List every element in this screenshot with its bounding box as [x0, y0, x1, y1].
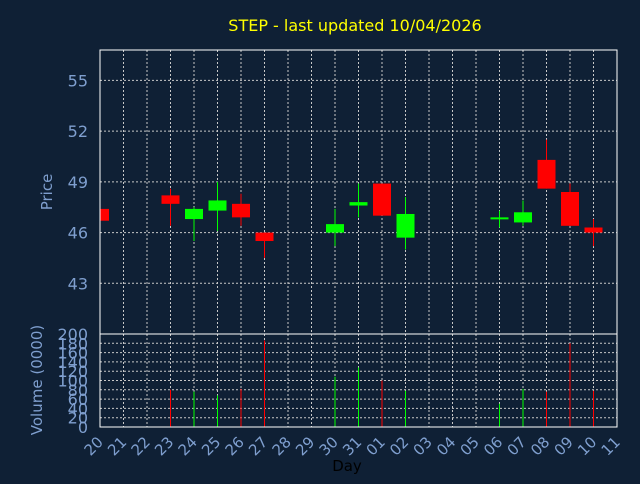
x-tick-label: 09	[551, 433, 577, 459]
volume-tick-label: 200	[57, 325, 88, 344]
x-tick-label: 26	[222, 433, 248, 459]
chart-title: STEP - last updated 10/04/2026	[228, 16, 481, 35]
price-axis-label: Price	[38, 174, 56, 211]
volume-tick-label: 160	[57, 344, 88, 363]
volume-axis-label: Volume (0000)	[28, 325, 46, 435]
volume-panel-frame	[99, 333, 618, 428]
x-tick-label: 10	[574, 433, 600, 459]
price-tick-label: 49	[68, 173, 88, 192]
candle-body	[100, 208, 109, 221]
x-tick-label: 25	[198, 433, 224, 459]
x-tick-label: 22	[128, 433, 154, 459]
price-tick-label: 46	[68, 224, 88, 243]
candles	[99, 139, 603, 258]
volume-tick-label: 120	[57, 362, 88, 381]
volume-tick-label: 40	[68, 399, 88, 418]
x-tick-label: 28	[269, 433, 295, 459]
x-axis-label: Day	[332, 457, 362, 475]
x-tick-label: 29	[292, 433, 318, 459]
x-tick-label: 02	[386, 433, 412, 459]
volume-tick-label: 60	[68, 390, 88, 409]
x-tick-label: 21	[104, 433, 130, 459]
x-tick-label: 24	[175, 433, 201, 459]
x-tick-label: 07	[504, 433, 530, 459]
x-tick-label: 06	[480, 433, 506, 459]
candle-body	[490, 217, 509, 220]
candle-body	[208, 200, 227, 211]
x-tick-label: 03	[410, 433, 436, 459]
volume-tick-label: 20	[68, 409, 88, 428]
price-tick-label: 43	[68, 274, 88, 293]
candle-body	[537, 159, 556, 189]
candle-body	[396, 213, 415, 238]
x-tick-label: 04	[433, 433, 459, 459]
price-tick-label: 52	[68, 122, 88, 141]
candle-body	[514, 212, 532, 223]
volume-tick-label: 100	[57, 372, 88, 391]
candle-body	[349, 202, 368, 206]
price-y-axis: 43 46 49 52 55	[68, 71, 88, 293]
x-tick-label: 01	[363, 433, 389, 459]
volume-tick-label: 0	[78, 418, 88, 437]
candle-body	[561, 192, 579, 226]
x-tick-label: 30	[316, 433, 342, 459]
x-tick-label: 27	[245, 433, 271, 459]
price-tick-label: 55	[68, 71, 88, 90]
x-tick-label: 31	[339, 433, 365, 459]
volume-bars	[170, 340, 594, 427]
x-tick-label: 23	[151, 433, 177, 459]
candle-body	[373, 183, 391, 216]
x-axis: 2021222324252627282930310102030405060708…	[81, 433, 624, 459]
x-tick-label: 05	[457, 433, 483, 459]
volume-tick-label: 180	[57, 334, 88, 353]
candle-body	[255, 232, 274, 242]
candle-body	[232, 203, 250, 218]
candle-body	[584, 227, 603, 233]
x-tick-label: 08	[527, 433, 553, 459]
x-tick-label: 11	[598, 433, 624, 459]
candle-body	[185, 208, 203, 220]
volume-tick-label: 140	[57, 353, 88, 372]
candle-body	[161, 195, 180, 204]
volume-tick-label: 80	[68, 381, 88, 400]
x-tick-label: 20	[81, 433, 107, 459]
candle-body	[326, 224, 344, 233]
